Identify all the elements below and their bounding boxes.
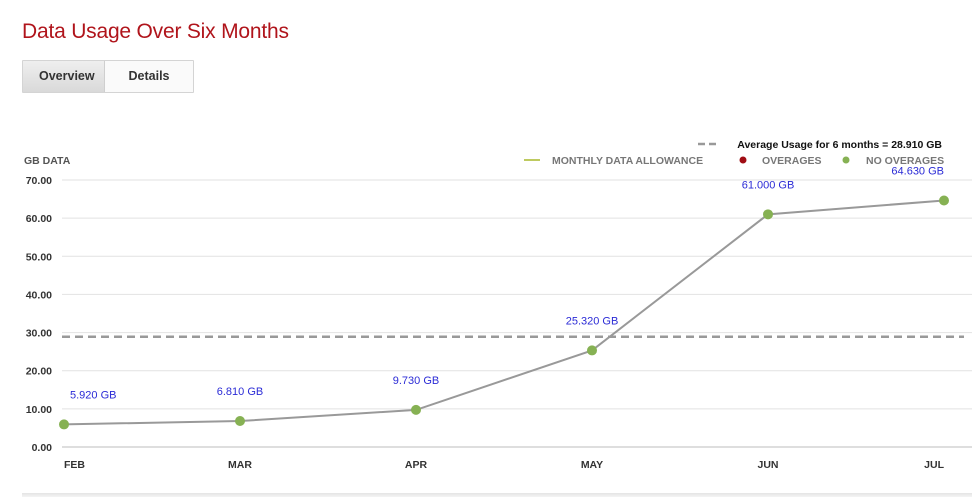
legend-label-no_overages: NO OVERAGES [866, 155, 944, 167]
data-label: 9.730 GB [393, 375, 439, 387]
data-point [763, 209, 773, 220]
y-tick-label: 50.00 [26, 251, 52, 263]
data-point [939, 195, 949, 206]
data-label: 5.920 GB [70, 389, 116, 401]
y-tick-label: 30.00 [26, 328, 52, 340]
bottom-divider [22, 493, 972, 497]
y-tick-label: 40.00 [26, 289, 52, 301]
legend-label-overages: OVERAGES [762, 155, 822, 167]
legend-dot-overages [739, 156, 747, 164]
data-label: 25.320 GB [566, 315, 619, 327]
data-point [587, 345, 597, 356]
y-tick-label: 20.00 [26, 366, 52, 378]
tab-details[interactable]: Details [105, 61, 193, 92]
tab-overview[interactable]: Overview [23, 61, 105, 92]
data-point [59, 419, 69, 430]
average-usage-label: Average Usage for 6 months = 28.910 GB [737, 139, 942, 151]
view-tabs: Overview Details [22, 60, 194, 93]
y-tick-label: 70.00 [26, 175, 52, 187]
x-tick-label: JUL [924, 459, 944, 471]
data-label: 64.630 GB [891, 165, 944, 177]
legend-dot-no_overages [842, 156, 850, 164]
x-tick-label: JUN [757, 459, 778, 471]
page-title: Data Usage Over Six Months [22, 20, 289, 43]
y-tick-label: 0.00 [32, 442, 53, 454]
y-tick-label: 10.00 [26, 404, 52, 416]
x-tick-label: APR [405, 459, 428, 471]
data-label: 6.810 GB [217, 386, 263, 398]
data-label: 61.000 GB [742, 179, 795, 191]
data-point [411, 404, 421, 415]
x-tick-label: FEB [64, 459, 85, 471]
usage-line [63, 199, 945, 426]
x-tick-label: MAR [228, 459, 252, 471]
legend-label-allowance: MONTHLY DATA ALLOWANCE [552, 155, 703, 167]
y-axis-title: GB DATA [24, 155, 71, 167]
data-point [235, 416, 245, 427]
y-tick-label: 60.00 [26, 213, 52, 225]
x-tick-label: MAY [581, 459, 603, 471]
